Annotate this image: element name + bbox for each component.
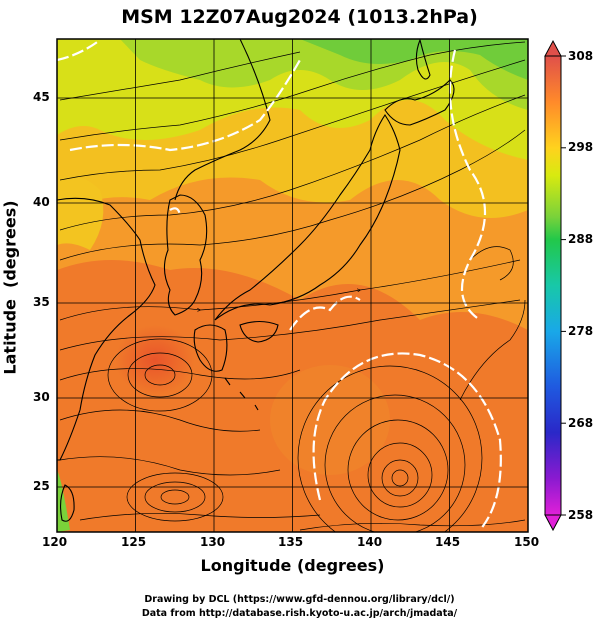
x-tick-label: 150 (514, 535, 540, 549)
y-tick-label: 40 (33, 195, 50, 209)
x-tick-label: 140 (357, 535, 383, 549)
colorbar-tick-label: 308 (568, 49, 594, 63)
coast-taiwan (59, 484, 75, 522)
grid (57, 39, 528, 532)
colorbar-tick-label: 278 (568, 324, 594, 338)
x-tick-label: 130 (200, 535, 226, 549)
coastlines (57, 39, 455, 522)
coast-sakhalin (415, 39, 431, 80)
plot-frame (56, 38, 529, 533)
credit-data: Data from http://database.rish.kyoto-u.a… (141, 608, 458, 619)
coast-ryukyu (224, 377, 259, 411)
colorbar-tick-label: 268 (568, 416, 594, 430)
colorbar-tick-label: 288 (568, 232, 594, 246)
y-tick-label: 45 (33, 90, 50, 104)
x-tick-label: 135 (278, 535, 304, 549)
colorbar-tick-label: 258 (568, 508, 594, 522)
coast-kyushu (193, 324, 228, 372)
coast-shikoku (239, 320, 279, 343)
y-tick-label: 30 (33, 390, 50, 404)
x-tick-label: 120 (42, 535, 68, 549)
chart-title: MSM 12Z07Aug2024 (1013.2hPa) (121, 6, 478, 28)
coast-hokkaido (384, 79, 455, 126)
y-tick-label: 35 (33, 295, 50, 309)
y-tick-label: 25 (33, 479, 50, 493)
white-contours (57, 39, 502, 531)
x-tick-label: 145 (435, 535, 461, 549)
streamlines (59, 41, 526, 532)
x-axis-label: Longitude (degrees) (200, 556, 385, 575)
colorbar (544, 39, 566, 532)
y-axis-label: Latitude (degrees) (0, 200, 20, 375)
coast-korea (163, 194, 208, 316)
credit-drawing: Drawing by DCL (https://www.gfd-dennou.o… (144, 594, 455, 605)
colorbar-body (544, 55, 562, 516)
colorbar-tick-label: 298 (568, 140, 594, 154)
x-tick-label: 125 (121, 535, 147, 549)
coast-china (57, 197, 156, 461)
colorbar-max-arrow (544, 39, 562, 57)
colorbar-min-arrow (544, 514, 562, 532)
coast-primorye (174, 39, 271, 201)
